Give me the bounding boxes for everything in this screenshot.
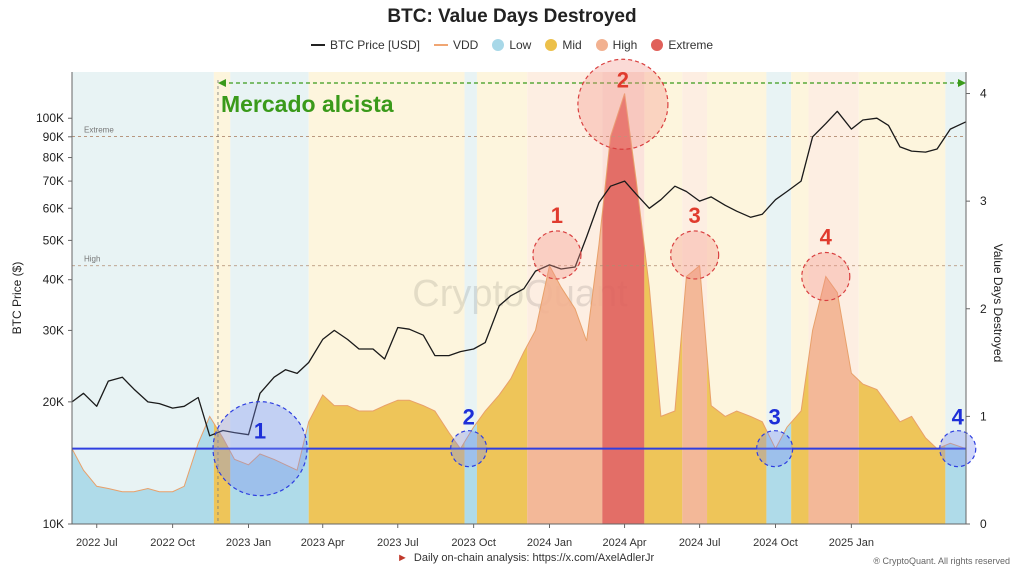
low-zone-label: 1: [254, 419, 266, 444]
y-right-axis-title: Value Days Destroyed: [991, 244, 1005, 363]
legend-swatch: [433, 44, 448, 46]
y-right-tick-label: 3: [980, 194, 987, 208]
y-right-tick-label: 2: [980, 302, 987, 316]
vdd-area-extreme: [602, 93, 645, 524]
vdd-area-mid: [308, 394, 465, 524]
x-tick-label: 2024 Jan: [527, 537, 572, 549]
x-tick-label: 2023 Jan: [226, 537, 271, 549]
vdd-area-high: [808, 276, 859, 524]
x-tick-label: 2022 Oct: [150, 537, 195, 549]
threshold-label-extreme: Extreme: [84, 126, 114, 135]
low-zone-label: 3: [769, 405, 781, 430]
low-zone-label: 4: [952, 405, 965, 430]
vdd-area-mid: [707, 355, 767, 524]
threshold-label-high: High: [84, 255, 100, 264]
y-right-tick-label: 1: [980, 409, 987, 423]
bull-arrow-right-head: [958, 79, 966, 87]
vdd-line: [71, 93, 967, 493]
legend-item: Mid: [545, 38, 582, 52]
legend-label: Mid: [562, 38, 582, 52]
bull-market-label: Mercado alcista: [221, 91, 394, 117]
btc-price-line: [71, 110, 967, 437]
high-zone-circle: [670, 230, 720, 280]
x-tick-label: 2023 Apr: [301, 537, 345, 549]
x-tick-label: 2022 Jul: [76, 537, 118, 549]
y-left-tick-label: 10K: [43, 517, 64, 531]
vdd-area-mid: [858, 380, 946, 524]
y-left-axis-title: BTC Price ($): [10, 262, 24, 335]
copyright: ® CryptoQuant. All rights reserved: [873, 556, 1010, 566]
x-tick-label: 2025 Jan: [829, 537, 874, 549]
x-tick-label: 2023 Oct: [451, 537, 496, 549]
high-zone-label: 4: [820, 224, 833, 249]
y-right-tick-label: 4: [980, 87, 987, 101]
footer-text: Daily on-chain analysis: https://x.com/A…: [413, 552, 655, 564]
regime-band: [72, 72, 214, 524]
y-left-tick-label: 70K: [43, 174, 64, 188]
vdd-area-mid: [476, 345, 528, 524]
legend-swatch: [545, 39, 558, 51]
bull-arrow-left-head: [217, 79, 226, 87]
low-zone-circle: [450, 430, 488, 468]
legend-item: High: [595, 38, 638, 52]
y-left-tick-label: 100K: [36, 111, 64, 125]
chart-title: BTC: Value Days Destroyed: [387, 6, 637, 27]
legend-label: Low: [509, 38, 532, 52]
x-tick-label: 2024 Oct: [753, 537, 798, 549]
regime-band: [945, 72, 966, 524]
flag-icon: ►: [397, 552, 408, 564]
high-zone-circle: [577, 58, 669, 150]
y-left-tick-label: 30K: [43, 323, 64, 337]
y-left-tick-label: 50K: [43, 233, 64, 247]
legend-item: Low: [492, 38, 531, 52]
vdd-area-low: [230, 421, 309, 524]
low-zone-label: 2: [463, 405, 475, 430]
legend: BTC Price [USD] VDD Low Mid High Extreme: [0, 38, 1024, 52]
y-right-tick-label: 0: [980, 517, 987, 531]
legend-label: VDD: [452, 38, 479, 52]
x-tick-label: 2023 Jul: [377, 537, 419, 549]
vdd-area-high: [682, 265, 708, 524]
low-zone-circle: [939, 430, 977, 468]
vdd-area-mid: [644, 246, 683, 524]
y-left-tick-label: 20K: [43, 395, 64, 409]
y-left-tick-label: 60K: [43, 201, 64, 215]
legend-swatch: [492, 39, 505, 51]
regime-band: [464, 72, 477, 524]
vdd-area-high: [527, 213, 603, 524]
legend-item: BTC Price [USD]: [310, 38, 420, 52]
high-zone-label: 2: [617, 67, 629, 92]
low-zone-circle: [756, 430, 794, 468]
legend-swatch: [651, 39, 664, 51]
x-tick-label: 2024 Jul: [679, 537, 721, 549]
x-tick-label: 2024 Apr: [603, 537, 647, 549]
vdd-area-low: [945, 443, 966, 524]
high-zone-circle: [801, 251, 851, 302]
y-left-tick-label: 90K: [43, 130, 64, 144]
legend-label: BTC Price [USD]: [329, 38, 420, 52]
footer: ► Daily on-chain analysis: https://x.com/…: [397, 552, 654, 564]
y-left-tick-label: 40K: [43, 273, 64, 287]
legend-item: VDD: [433, 38, 479, 52]
legend-label: Extreme: [668, 38, 714, 52]
high-zone-label: 1: [551, 203, 563, 228]
y-left-tick-label: 80K: [43, 151, 64, 165]
vdd-area-mid: [791, 359, 809, 524]
legend-swatch: [595, 39, 608, 51]
vdd-area-low: [72, 416, 214, 524]
legend-item: Extreme: [651, 38, 713, 52]
low-zone-circle: [212, 401, 308, 497]
legend-swatch: [310, 44, 325, 46]
high-zone-circle: [532, 230, 582, 280]
legend-label: High: [612, 38, 638, 52]
high-zone-label: 3: [689, 203, 701, 228]
